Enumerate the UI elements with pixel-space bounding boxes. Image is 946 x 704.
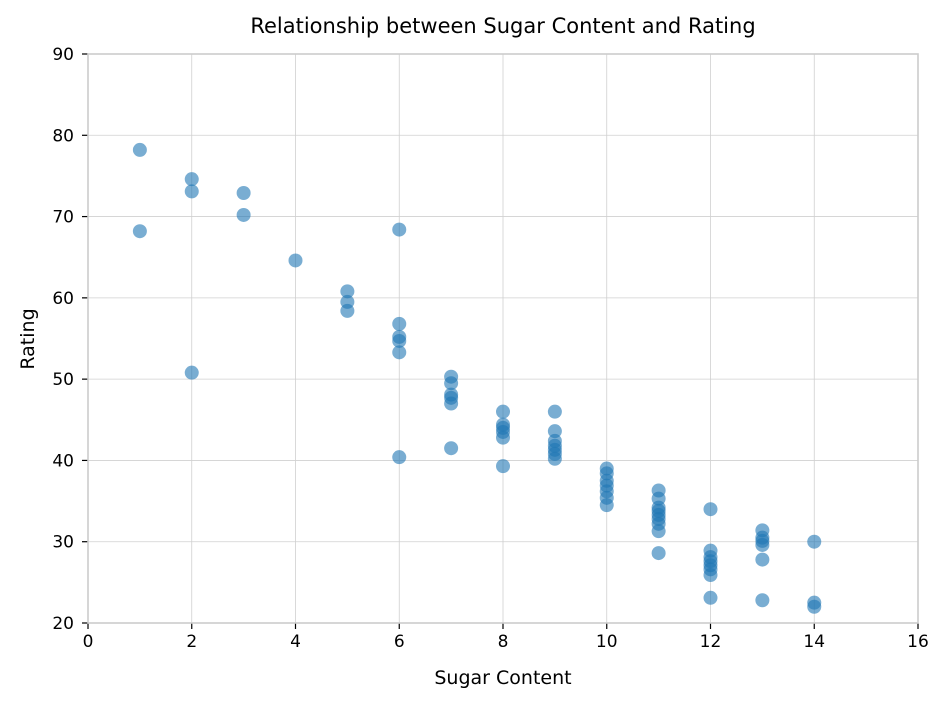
data-point (444, 441, 459, 456)
data-point (340, 303, 355, 318)
x-tick-label: 16 (907, 632, 929, 652)
x-tick-label: 10 (596, 632, 618, 652)
data-point (236, 185, 251, 200)
data-points (132, 142, 822, 614)
data-point (184, 184, 199, 199)
data-point (599, 498, 614, 513)
data-point (184, 172, 199, 187)
data-point (703, 568, 718, 583)
grid (87, 53, 919, 624)
data-point (651, 524, 666, 539)
data-point (444, 396, 459, 411)
data-point (703, 502, 718, 517)
x-tick-label: 2 (186, 632, 197, 652)
data-point (392, 316, 407, 331)
data-point (340, 284, 355, 299)
y-tick-label: 20 (52, 614, 74, 634)
x-tick-label: 12 (700, 632, 722, 652)
y-tick-label: 40 (52, 451, 74, 471)
y-tick-label: 60 (52, 289, 74, 309)
data-point (392, 222, 407, 237)
x-tick-label: 14 (803, 632, 825, 652)
data-point (444, 376, 459, 391)
data-point (288, 253, 303, 268)
x-tick-label: 4 (290, 632, 301, 652)
y-tick-label: 30 (52, 533, 74, 553)
data-point (547, 424, 562, 439)
x-tick-label: 0 (83, 632, 94, 652)
data-point (547, 451, 562, 466)
y-tick-label: 70 (52, 208, 74, 228)
x-tick-label: 6 (394, 632, 405, 652)
data-point (807, 599, 822, 614)
plot-frame (87, 53, 919, 624)
data-point (392, 345, 407, 360)
data-point (496, 404, 510, 419)
x-axis-label: Sugar Content (434, 667, 571, 689)
data-point (547, 404, 562, 419)
y-tick-label: 80 (52, 126, 74, 146)
y-tick-label: 90 (52, 45, 74, 65)
data-point (496, 459, 510, 474)
data-point (755, 593, 770, 608)
data-point (236, 207, 251, 222)
tick-labels: 0 2 4 6 8 10 12 14 16 20 30 40 50 60 70 80 90 (52, 45, 928, 652)
data-point (755, 552, 770, 567)
data-point (703, 590, 718, 605)
data-point (392, 333, 407, 348)
data-point (651, 546, 666, 561)
chart-title: Relationship between Sugar Content and R… (250, 14, 755, 38)
axes (82, 53, 919, 629)
data-point (184, 365, 199, 380)
y-tick-label: 50 (52, 370, 74, 390)
data-point (132, 224, 147, 239)
data-point (392, 450, 407, 465)
x-tick-label: 8 (498, 632, 509, 652)
data-point (807, 534, 822, 549)
data-point (496, 430, 510, 445)
data-point (755, 537, 770, 552)
y-axis-label: Rating (17, 308, 39, 369)
data-point (132, 142, 147, 157)
